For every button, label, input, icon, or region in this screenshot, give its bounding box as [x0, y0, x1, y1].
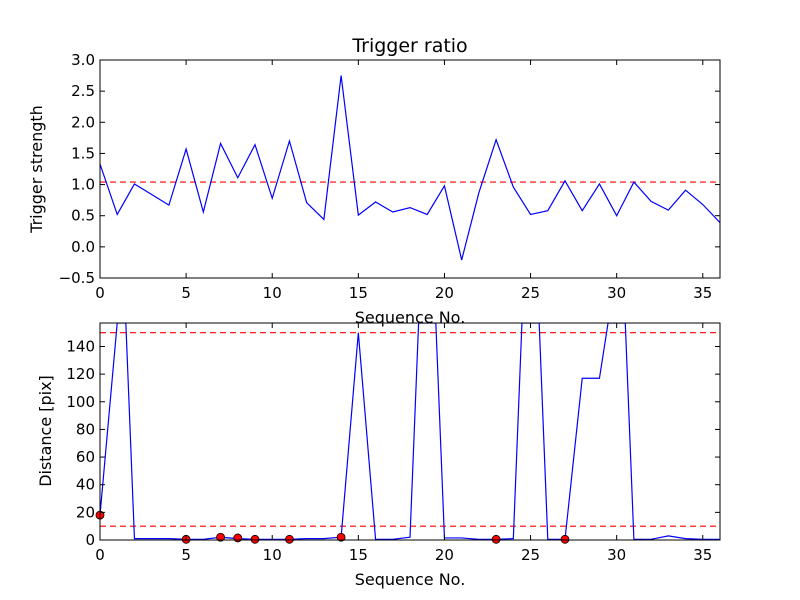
distance-chart: 0 5 10 15 20 25 30 35 0 20 40 60 80 100 120 140 Sequenc…: [36, 322, 721, 589]
x-tick-label: 35: [693, 546, 712, 564]
data-point-marker: [560, 534, 570, 544]
y-axis-label: Trigger strength: [27, 105, 46, 234]
x-tick-label: 5: [181, 284, 191, 302]
y-tick-label: −0.5: [59, 269, 95, 287]
axes-frame: [99, 322, 721, 541]
x-tick-label: 10: [263, 284, 282, 302]
x-tick-label: 20: [435, 546, 454, 564]
data-layer: [100, 75, 720, 261]
y-tick-label: 0.0: [71, 238, 95, 256]
y-tick-label: 120: [66, 365, 95, 383]
series-line: [100, 75, 720, 261]
axes-frame: [99, 59, 721, 279]
y-tick-label: 60: [76, 448, 95, 466]
data-point-marker: [216, 532, 225, 542]
y-tick-label: 0: [85, 531, 95, 549]
x-tick-label: 10: [263, 546, 282, 564]
x-tick-label: 15: [349, 546, 368, 564]
y-tick-label: 0.5: [71, 207, 95, 225]
chart-title: Trigger ratio: [351, 35, 467, 57]
data-point-marker: [285, 534, 294, 544]
y-tick-label: 140: [66, 337, 95, 355]
data-point-marker: [250, 534, 260, 544]
x-tick-label: 35: [693, 284, 712, 302]
trigger-ratio-chart: Trigger ratio 0 5 10 15 20 25 30 35 −0.5 0.0 0.5 1.…: [27, 35, 721, 327]
y-tick-label: 2.0: [71, 113, 95, 131]
y-tick-label: 2.5: [71, 82, 95, 100]
series-line: [100, 323, 720, 540]
data-layer: [100, 323, 720, 540]
y-axis-label: Distance [pix]: [36, 375, 55, 487]
x-tick-label: 30: [607, 546, 626, 564]
data-point-marker: [336, 532, 346, 542]
y-tick-label: 100: [66, 393, 95, 411]
data-point-marker: [491, 534, 501, 544]
y-tick-label: 80: [76, 420, 95, 438]
x-tick-label: 30: [607, 284, 626, 302]
data-point-marker: [233, 533, 243, 543]
y-tick-label: 40: [76, 476, 95, 494]
x-tick-label: 5: [181, 546, 191, 564]
x-tick-label: 15: [349, 284, 368, 302]
x-tick-label: 25: [521, 546, 540, 564]
plot-area: 0 5 10 15 20 25 30 35 −0.5 0.0 0.5 1.0 1.5 2.0 2.5 3.0: [59, 51, 720, 302]
plot-area: 0 5 10 15 20 25 30 35 0 20 40 60 80 100 120 140: [66, 323, 720, 564]
y-tick-label: 20: [76, 503, 95, 521]
y-tick-label: 3.0: [71, 51, 95, 69]
y-tick-label: 1.0: [71, 176, 95, 194]
x-axis-label: Sequence No.: [355, 570, 466, 589]
x-tick-label: 25: [521, 284, 540, 302]
x-tick-label: 0: [95, 546, 105, 564]
y-tick-label: 1.5: [71, 144, 95, 162]
x-axis-label: Sequence No.: [355, 308, 466, 327]
x-tick-label: 0: [95, 284, 105, 302]
x-tick-label: 20: [435, 284, 454, 302]
